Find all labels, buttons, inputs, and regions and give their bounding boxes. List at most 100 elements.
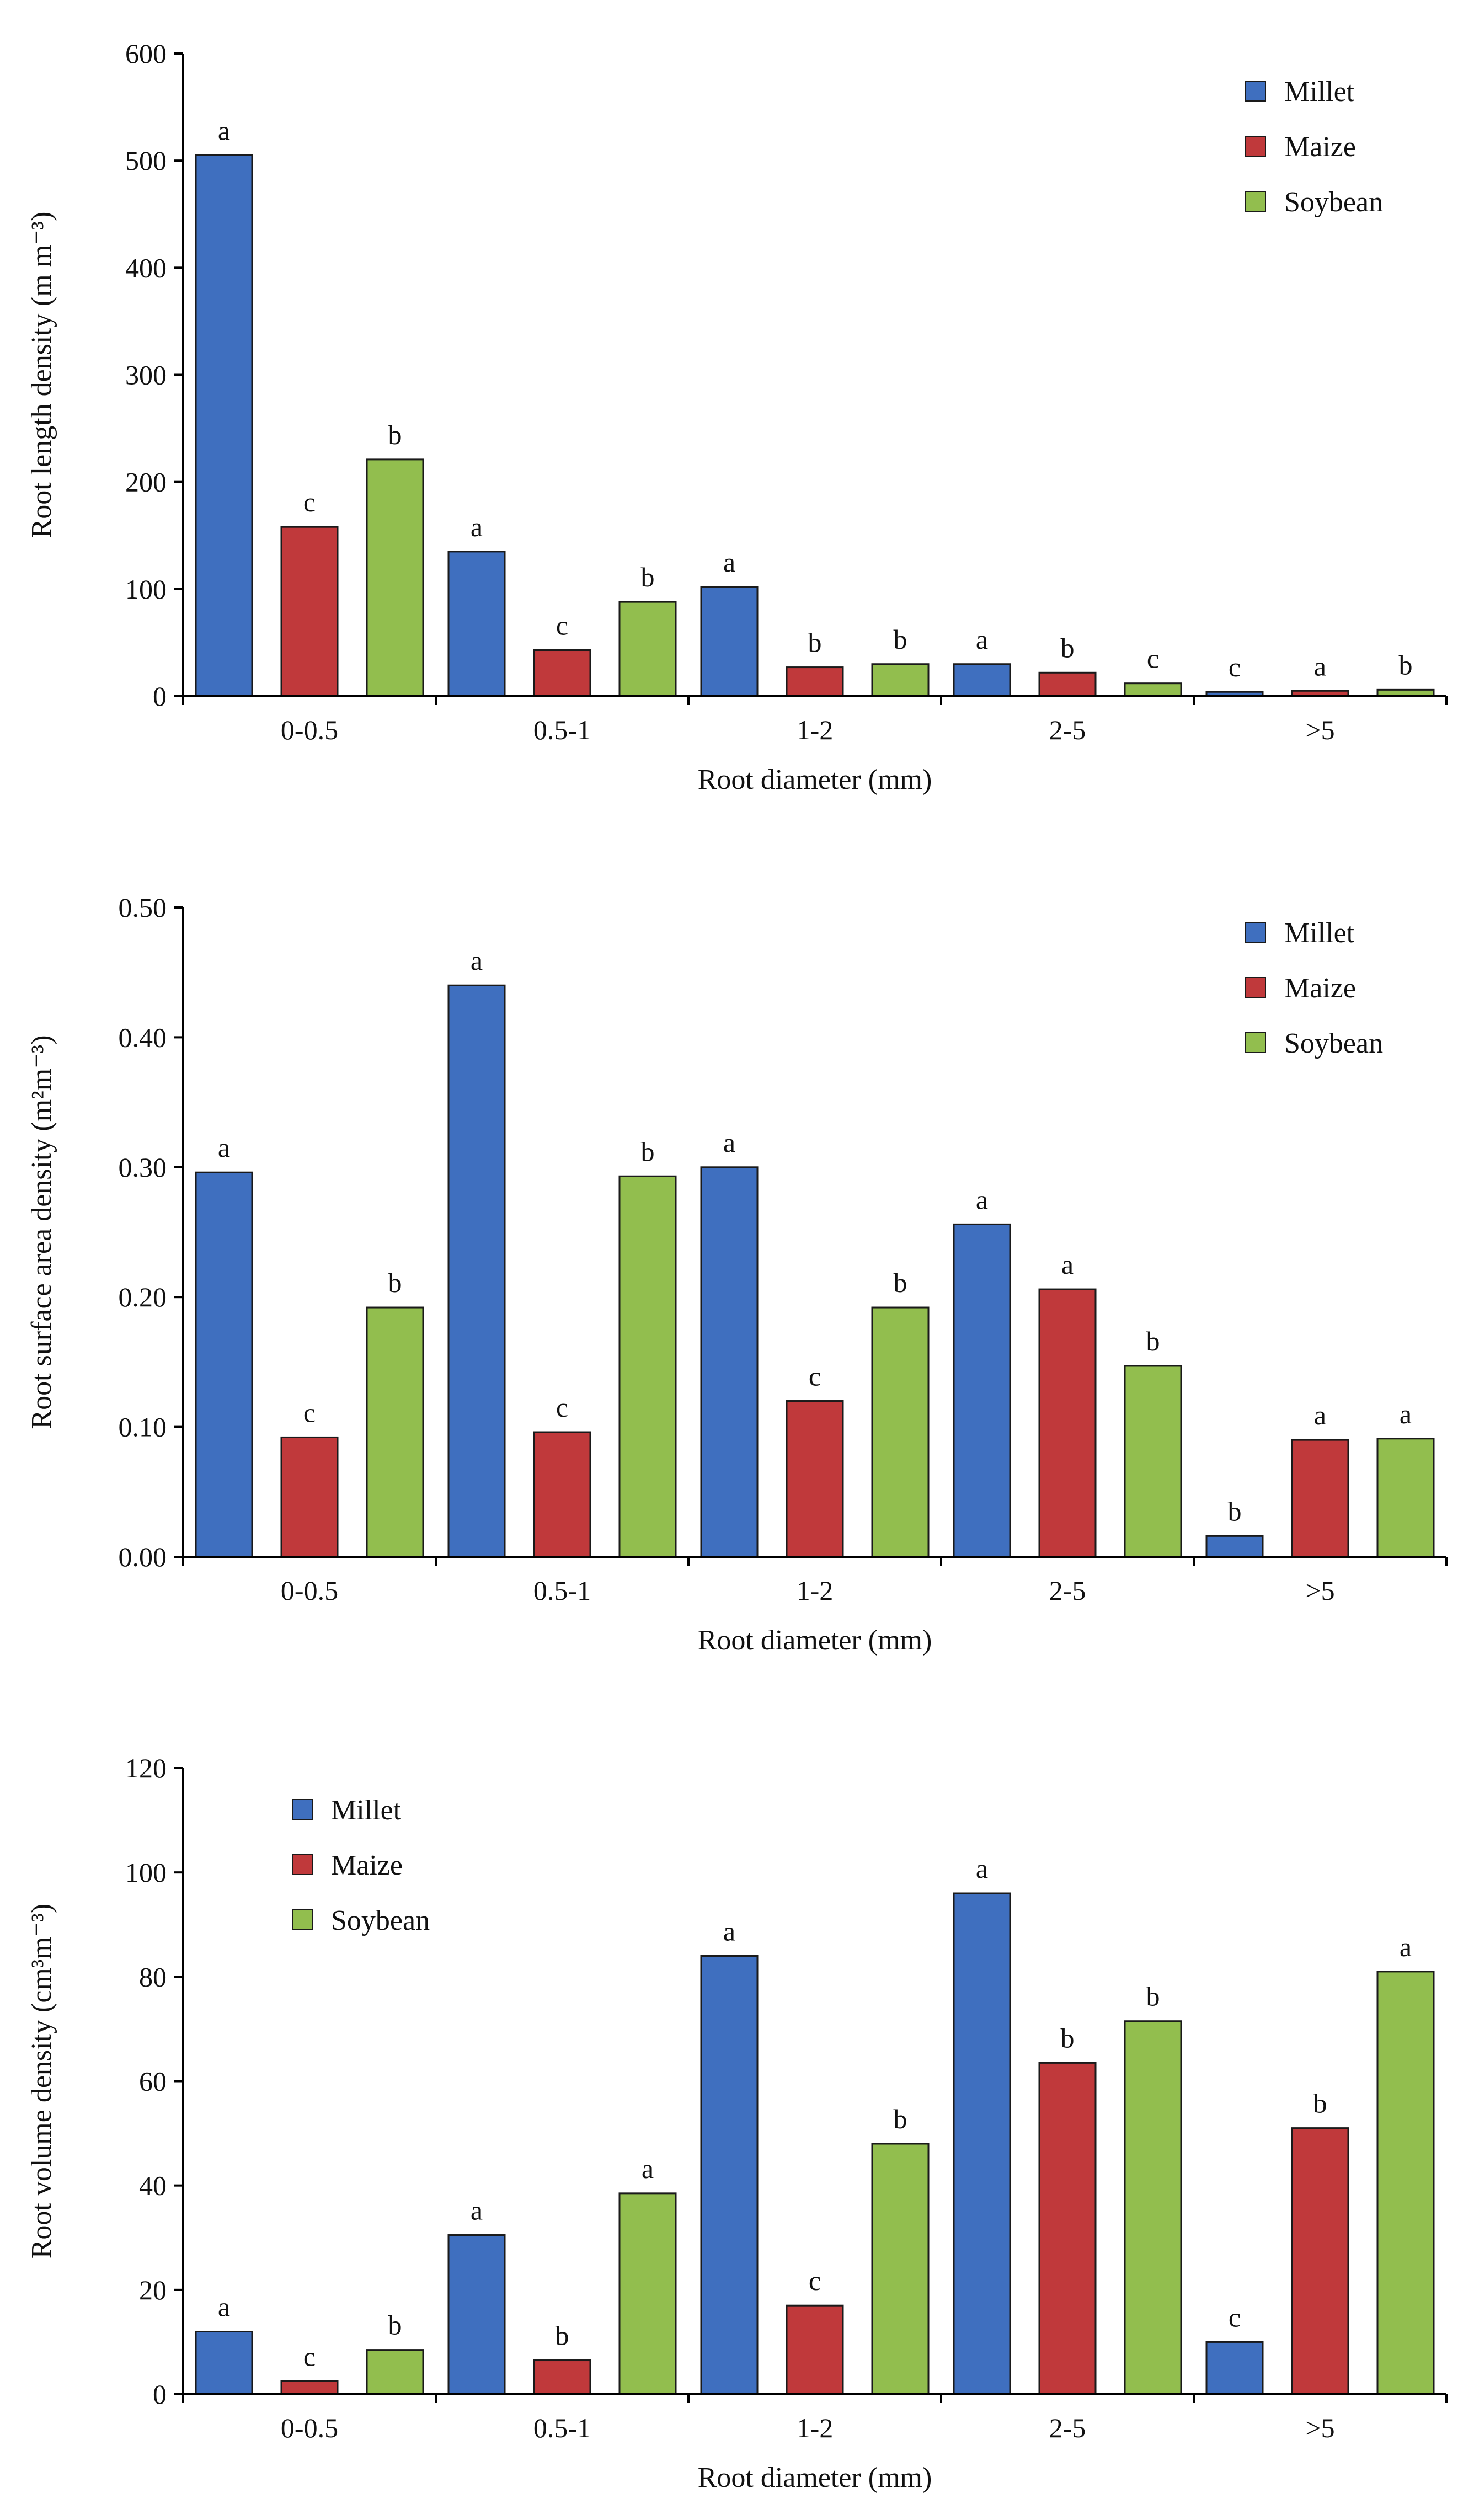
sig-label-maize-5: a <box>1314 650 1326 681</box>
bar-soybean-3 <box>871 663 930 697</box>
y-tick-label: 0.30 <box>119 1152 167 1183</box>
sig-label-soybean-3: b <box>894 1267 907 1298</box>
legend-label-millet: Millet <box>1284 76 1355 108</box>
y-tick-label: 0.40 <box>119 1022 167 1053</box>
sig-label-maize-4: b <box>1061 632 1075 663</box>
sig-label-soybean-3: b <box>894 624 907 655</box>
legend-label-maize: Maize <box>331 1850 403 1881</box>
sig-label-millet-3: a <box>723 547 735 578</box>
sig-label-maize-2: c <box>556 610 568 641</box>
y-tick-label: 80 <box>139 1961 167 1992</box>
sig-label-soybean-2: b <box>641 562 655 592</box>
x-tick-label: 1-2 <box>797 714 834 745</box>
bar-soybean-5 <box>1376 1971 1435 2395</box>
legend: Millet Maize Soybean <box>292 1795 430 1936</box>
sig-label-soybean-4: c <box>1147 643 1159 674</box>
bar-maize-3 <box>786 1400 844 1558</box>
y-tick-label: 0 <box>153 2379 167 2410</box>
legend-label-millet: Millet <box>1284 917 1355 949</box>
sig-label-maize-1: c <box>303 487 316 517</box>
y-tick-label: 600 <box>125 38 167 69</box>
x-tick-label: 0-0.5 <box>281 714 338 745</box>
y-axis-title: Root length density (m m⁻³) <box>26 212 57 538</box>
x-tick-label: 2-5 <box>1049 714 1086 745</box>
y-tick-label: 120 <box>125 1753 167 1784</box>
y-axis-title: Root surface area density (m²m⁻³) <box>26 1035 57 1429</box>
bar-soybean-1 <box>366 458 424 697</box>
sig-label-maize-3: c <box>809 2265 821 2296</box>
sig-label-maize-2: b <box>556 2320 569 2351</box>
bar-soybean-4 <box>1124 682 1182 697</box>
bar-maize-4 <box>1038 671 1097 697</box>
sig-label-maize-1: c <box>303 1397 316 1428</box>
sig-label-maize-2: c <box>556 1392 568 1423</box>
y-tick-label: 0.00 <box>119 1541 167 1572</box>
bar-maize-4 <box>1038 1288 1097 1558</box>
x-tick-label: 2-5 <box>1049 1575 1086 1606</box>
sig-label-maize-4: a <box>1061 1249 1074 1280</box>
x-tick-label: >5 <box>1305 714 1334 745</box>
sig-label-soybean-1: b <box>388 1267 402 1298</box>
sig-label-maize-3: b <box>808 627 822 658</box>
bar-millet-1 <box>195 154 253 697</box>
y-tick-label: 0.20 <box>119 1282 167 1312</box>
chart-2: a a a a b c c c a a b b b b a 0.00 0.10 0.20 0.30 0.40 0.50 0… <box>26 892 1448 1656</box>
bar-maize-1 <box>280 1436 339 1558</box>
bar-millet-1 <box>195 1171 253 1558</box>
sig-label-millet-2: a <box>471 511 483 542</box>
bar-soybean-3 <box>871 2143 930 2395</box>
legend-label-soybean: Soybean <box>1284 186 1383 218</box>
x-axis-title: Root diameter (mm) <box>698 764 932 795</box>
legend-swatch-millet <box>1245 81 1266 102</box>
bar-millet-2 <box>447 551 506 697</box>
x-tick-label: 0.5-1 <box>533 2412 591 2443</box>
legend-label-maize: Maize <box>1284 131 1356 163</box>
x-tick-label: 2-5 <box>1049 2412 1086 2443</box>
legend-swatch-maize <box>1245 136 1266 157</box>
x-tick-label: 0-0.5 <box>281 1575 338 1606</box>
sig-label-maize-5: b <box>1313 2088 1327 2119</box>
legend: Millet Maize Soybean <box>1245 917 1383 1059</box>
chart-1: a a a a c c c b b a b b b c b 0 100 200 300 400 500 600 0-0.5 0… <box>26 38 1448 795</box>
bar-millet-3 <box>700 1955 759 2395</box>
bar-maize-2 <box>533 1431 591 1558</box>
x-tick-label: >5 <box>1305 2412 1334 2443</box>
bar-maize-5 <box>1291 2127 1349 2395</box>
y-tick-label: 100 <box>125 1857 167 1888</box>
bar-soybean-2 <box>618 2192 677 2395</box>
legend: Millet Maize Soybean <box>1245 76 1383 218</box>
bar-maize-2 <box>533 649 591 697</box>
bar-soybean-3 <box>871 1306 930 1558</box>
sig-label-soybean-2: a <box>642 2153 654 2184</box>
sig-label-maize-1: c <box>303 2341 316 2372</box>
sig-label-maize-5: a <box>1314 1400 1326 1430</box>
y-tick-label: 500 <box>125 145 167 176</box>
legend-swatch-maize <box>292 1854 313 1875</box>
sig-label-soybean-4: b <box>1146 1981 1160 2012</box>
sig-label-millet-5: c <box>1229 2302 1241 2332</box>
bar-millet-5 <box>1205 1535 1264 1558</box>
sig-label-maize-3: c <box>809 1361 821 1392</box>
bar-millet-5 <box>1205 2341 1264 2395</box>
y-tick-label: 300 <box>125 360 167 391</box>
bar-millet-2 <box>447 2234 506 2395</box>
bar-maize-4 <box>1038 2062 1097 2395</box>
y-tick-label: 0.50 <box>119 892 167 923</box>
sig-label-millet-5: b <box>1228 1496 1242 1526</box>
bar-soybean-5 <box>1376 1438 1435 1558</box>
bar-maize-3 <box>786 666 844 697</box>
bar-soybean-1 <box>366 1306 424 1558</box>
x-tick-label: 0-0.5 <box>281 2412 338 2443</box>
bar-millet-4 <box>953 663 1011 697</box>
y-tick-label: 60 <box>139 2066 167 2097</box>
legend-label-millet: Millet <box>331 1795 402 1826</box>
y-tick-label: 0.10 <box>119 1412 167 1443</box>
legend-label-maize: Maize <box>1284 973 1356 1004</box>
bar-maize-2 <box>533 2359 591 2395</box>
sig-label-soybean-2: b <box>641 1136 655 1167</box>
bar-soybean-4 <box>1124 1365 1182 1558</box>
legend-label-soybean: Soybean <box>331 1905 430 1936</box>
sig-label-millet-5: c <box>1229 652 1241 682</box>
sig-label-maize-4: b <box>1061 2022 1075 2053</box>
